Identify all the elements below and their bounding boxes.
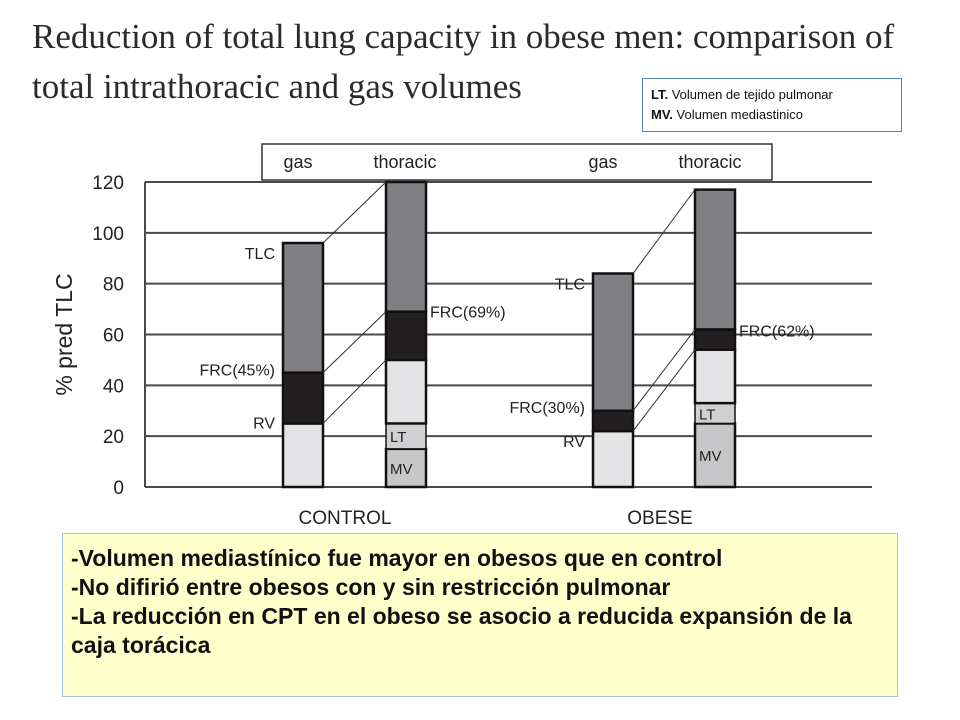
gas-frc-segment (281, 371, 325, 425)
thoracic-frc-segment (384, 310, 428, 362)
gas-tlc-segment (591, 272, 635, 412)
tlc-label: TLC (245, 246, 275, 263)
thoracic-rv-segment (693, 348, 737, 405)
thoracic-lt-segment (385, 422, 427, 450)
gas-rv-segment (281, 422, 325, 489)
frc-thoracic-label: FRC(69%) (430, 305, 506, 322)
category-label: OBESE (627, 508, 692, 529)
note-line: -Volumen mediastínico fue mayor en obeso… (71, 545, 723, 571)
bar-header-label: thoracic (678, 152, 741, 172)
connector-line-tlc (632, 189, 696, 274)
connector-line-frc (322, 311, 387, 373)
y-tick-label: 80 (103, 275, 124, 296)
y-tick-label: 0 (113, 478, 124, 499)
bar-header-label: gas (588, 152, 617, 172)
lung-volume-chart: 0 20 40 60 80 100 120 % pred TLC gas thoracic gas t… (51, 143, 872, 529)
rv-label: RV (563, 434, 585, 451)
connector-line-tlc (322, 181, 387, 244)
y-axis-label: % pred TLC (51, 273, 77, 395)
bar-header-label: thoracic (373, 152, 436, 172)
thoracic-tlc-segment (384, 180, 428, 313)
legend-item-lt: LT. Volumen de tejido pulmonar (651, 87, 833, 102)
thoracic-tlc-segment (693, 188, 737, 331)
lt-label: LT (390, 429, 406, 446)
y-tick-label: 120 (92, 173, 124, 194)
chart-title: Reduction of total lung capacity in obes… (32, 17, 895, 106)
y-tick-label: 100 (92, 224, 124, 245)
frc-gas-label: FRC(45%) (199, 363, 275, 380)
thoracic-frc-segment (693, 328, 737, 351)
bar-header-box (261, 143, 773, 181)
connector-line-rv (322, 359, 387, 424)
gas-rv-segment (591, 429, 635, 489)
abbreviation-legend: LT. Volumen de tejido pulmonar MV. Volum… (642, 78, 902, 132)
note-line: -No difirió entre obesos con y sin restr… (71, 574, 671, 600)
y-tick-label: 60 (103, 326, 124, 347)
legend-item-mv: MV. Volumen mediastinico (651, 107, 803, 122)
connector-line-rv (632, 349, 696, 432)
y-tick-label: 20 (103, 427, 124, 448)
y-tick-label: 40 (103, 376, 124, 397)
mv-label: MV (699, 448, 722, 465)
mv-label: MV (390, 461, 413, 478)
frc-gas-label: FRC(30%) (509, 400, 585, 417)
rv-label: RV (253, 415, 275, 432)
category-label: CONTROL (299, 508, 392, 529)
frc-thoracic-label: FRC(62%) (739, 323, 815, 340)
tlc-label: TLC (555, 277, 585, 294)
thoracic-rv-segment (384, 358, 428, 425)
lt-label: LT (699, 406, 715, 423)
conclusions-box: -Volumen mediastínico fue mayor en obeso… (62, 533, 898, 697)
thoracic-mv-segment (693, 422, 737, 489)
bar-header-label: gas (283, 152, 312, 172)
gas-frc-segment (591, 409, 635, 433)
gas-tlc-segment (281, 241, 325, 374)
thoracic-mv-segment (384, 447, 428, 489)
connector-line-frc (632, 329, 696, 412)
note-line: -La reducción en CPT en el obeso se asoc… (71, 603, 852, 658)
